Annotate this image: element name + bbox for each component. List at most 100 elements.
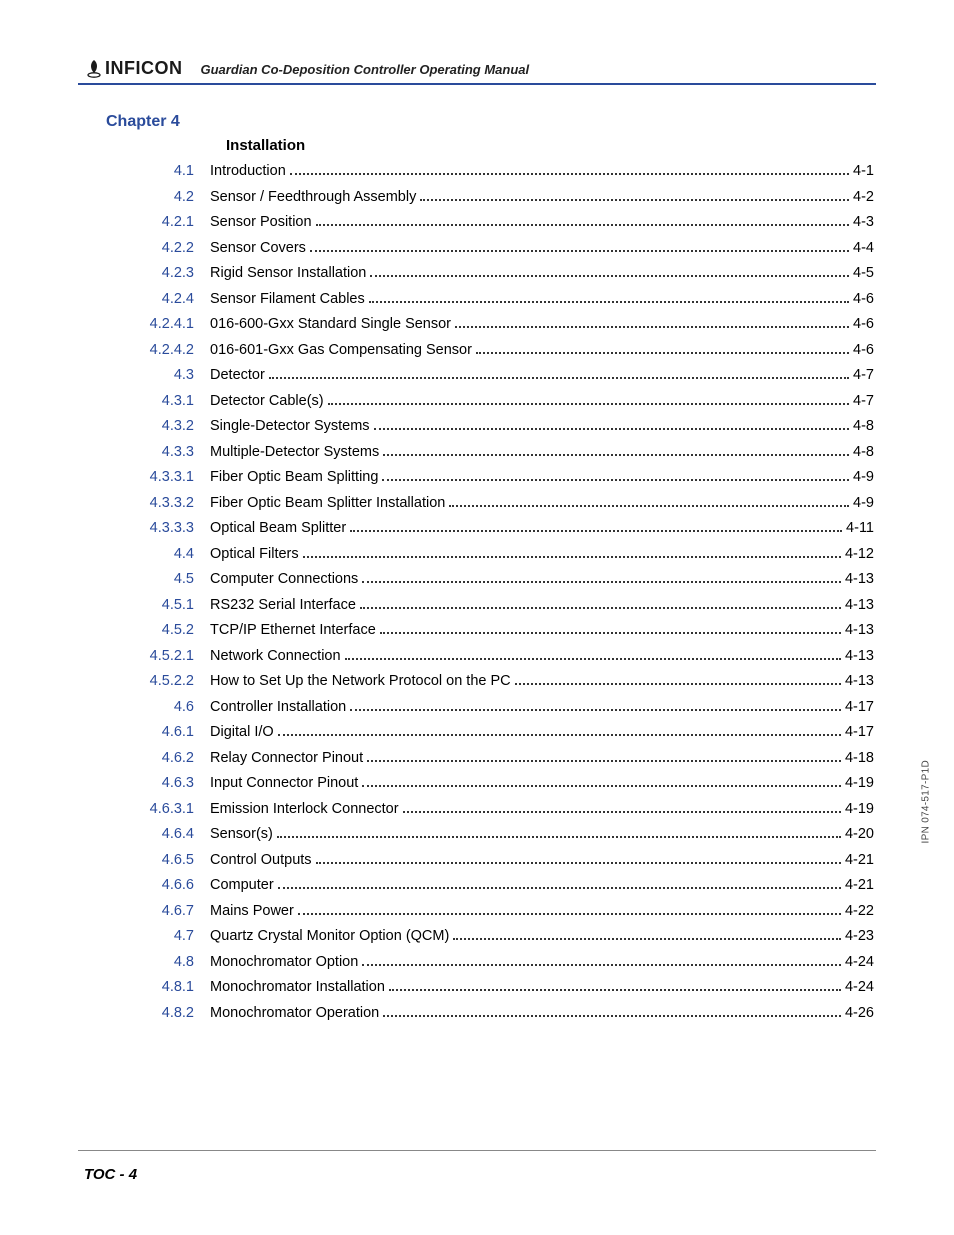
toc-leader-dots (370, 275, 849, 277)
toc-leader-dots (350, 709, 841, 711)
toc-entry[interactable]: 4.8.2Monochromator Operation 4-26 (106, 1006, 874, 1021)
toc-title: Optical Filters (210, 547, 299, 562)
toc-leader-dots (367, 760, 841, 762)
toc-entry[interactable]: 4.6.4Sensor(s)4-20 (106, 827, 874, 842)
toc-entry[interactable]: 4.3.3.1Fiber Optic Beam Splitting4-9 (106, 470, 874, 485)
toc-entry[interactable]: 4.6.3Input Connector Pinout4-19 (106, 776, 874, 791)
toc-page: 4-3 (853, 215, 874, 230)
toc-page: 4-13 (845, 623, 874, 638)
toc-leader-dots (453, 938, 841, 940)
toc-title: Detector (210, 368, 265, 383)
toc-leader-dots (316, 862, 841, 864)
toc-page: 4-26 (845, 1006, 874, 1021)
toc-page: 4-18 (845, 751, 874, 766)
toc-entry[interactable]: 4.3.2Single-Detector Systems4-8 (106, 419, 874, 434)
toc-leader-dots (328, 403, 849, 405)
toc-number: 4.4 (106, 547, 210, 562)
toc-number: 4.6.4 (106, 827, 210, 842)
toc-leader-dots (277, 836, 841, 838)
toc-title: Network Connection (210, 649, 341, 664)
toc-entry[interactable]: 4.7Quartz Crystal Monitor Option (QCM)4-… (106, 929, 874, 944)
toc-entry[interactable]: 4.5.2.2How to Set Up the Network Protoco… (106, 674, 874, 689)
toc-title: Mains Power (210, 904, 294, 919)
toc-page: 4-13 (845, 572, 874, 587)
toc-number: 4.6.5 (106, 853, 210, 868)
toc-entry[interactable]: 4.2.4Sensor Filament Cables4-6 (106, 292, 874, 307)
toc-number: 4.2.3 (106, 266, 210, 281)
toc-leader-dots (362, 581, 841, 583)
toc-title: Controller Installation (210, 700, 346, 715)
document-title: Guardian Co-Deposition Controller Operat… (201, 62, 530, 79)
toc-entry[interactable]: 4.2.3Rigid Sensor Installation4-5 (106, 266, 874, 281)
toc-entry[interactable]: 4.6.3.1Emission Interlock Connector4-19 (106, 802, 874, 817)
toc-entry[interactable]: 4.3Detector4-7 (106, 368, 874, 383)
toc-entry[interactable]: 4.6Controller Installation4-17 (106, 700, 874, 715)
toc-entry[interactable]: 4.2.1Sensor Position4-3 (106, 215, 874, 230)
toc-title: Digital I/O (210, 725, 274, 740)
toc-page: 4-7 (853, 394, 874, 409)
toc-leader-dots (383, 454, 849, 456)
header-rule (78, 83, 876, 85)
page-footer: TOC - 4 (84, 1166, 137, 1183)
toc-title: Monochromator Option (210, 955, 358, 970)
toc-leader-dots (278, 887, 841, 889)
content-area: Chapter 4 Installation 4.1Introduction4-… (106, 113, 874, 1020)
toc-entry[interactable]: 4.1Introduction4-1 (106, 164, 874, 179)
toc-entry[interactable]: 4.6.5Control Outputs4-21 (106, 853, 874, 868)
toc-entry[interactable]: 4.6.1Digital I/O4-17 (106, 725, 874, 740)
toc-title: Quartz Crystal Monitor Option (QCM) (210, 929, 449, 944)
toc-entry[interactable]: 4.6.2Relay Connector Pinout4-18 (106, 751, 874, 766)
toc-entry[interactable]: 4.2.4.1016-600-Gxx Standard Single Senso… (106, 317, 874, 332)
toc-page: 4-9 (853, 496, 874, 511)
toc-entry[interactable]: 4.3.3.3Optical Beam Splitter4-11 (106, 521, 874, 536)
logo-icon (86, 59, 102, 79)
toc-number: 4.8.2 (106, 1006, 210, 1021)
toc-list: 4.1Introduction4-1 4.2Sensor / Feedthroug… (106, 164, 874, 1020)
toc-entry[interactable]: 4.5.2.1Network Connection4-13 (106, 649, 874, 664)
toc-entry[interactable]: 4.2.4.2016-601-Gxx Gas Compensating Sens… (106, 343, 874, 358)
toc-number: 4.3.3 (106, 445, 210, 460)
toc-page: 4-21 (845, 878, 874, 893)
toc-number: 4.6.6 (106, 878, 210, 893)
toc-number: 4.7 (106, 929, 210, 944)
toc-number: 4.2.2 (106, 241, 210, 256)
toc-leader-dots (383, 1015, 841, 1017)
toc-page: 4-17 (845, 700, 874, 715)
page-header: INFICON Guardian Co-Deposition Controlle… (86, 58, 876, 79)
toc-leader-dots (515, 683, 841, 685)
toc-entry[interactable]: 4.5Computer Connections4-13 (106, 572, 874, 587)
toc-number: 4.8 (106, 955, 210, 970)
toc-leader-dots (420, 199, 849, 201)
toc-title: Computer Connections (210, 572, 358, 587)
toc-leader-dots (345, 658, 841, 660)
toc-entry[interactable]: 4.6.7Mains Power4-22 (106, 904, 874, 919)
toc-title: Relay Connector Pinout (210, 751, 363, 766)
toc-entry[interactable]: 4.3.1Detector Cable(s)4-7 (106, 394, 874, 409)
toc-leader-dots (403, 811, 841, 813)
toc-number: 4.3.3.3 (106, 521, 210, 536)
toc-leader-dots (389, 989, 841, 991)
toc-entry[interactable]: 4.6.6Computer4-21 (106, 878, 874, 893)
toc-number: 4.8.1 (106, 980, 210, 995)
toc-entry[interactable]: 4.8.1Monochromator Installation4-24 (106, 980, 874, 995)
toc-entry[interactable]: 4.2.2Sensor Covers4-4 (106, 241, 874, 256)
toc-entry[interactable]: 4.2Sensor / Feedthrough Assembly4-2 (106, 190, 874, 205)
toc-leader-dots (298, 913, 841, 915)
toc-page: 4-9 (853, 470, 874, 485)
toc-entry[interactable]: 4.3.3.2Fiber Optic Beam Splitter Install… (106, 496, 874, 511)
toc-entry[interactable]: 4.5.2TCP/IP Ethernet Interface4-13 (106, 623, 874, 638)
toc-title: 016-600-Gxx Standard Single Sensor (210, 317, 451, 332)
toc-page: 4-24 (845, 955, 874, 970)
toc-title: RS232 Serial Interface (210, 598, 356, 613)
toc-entry[interactable]: 4.3.3Multiple-Detector Systems4-8 (106, 445, 874, 460)
toc-entry[interactable]: 4.8Monochromator Option 4-24 (106, 955, 874, 970)
toc-title: Monochromator Operation (210, 1006, 379, 1021)
toc-page: 4-5 (853, 266, 874, 281)
toc-leader-dots (316, 224, 849, 226)
toc-page: 4-6 (853, 292, 874, 307)
toc-page: 4-6 (853, 343, 874, 358)
toc-page: 4-6 (853, 317, 874, 332)
toc-entry[interactable]: 4.5.1RS232 Serial Interface4-13 (106, 598, 874, 613)
toc-entry[interactable]: 4.4Optical Filters4-12 (106, 547, 874, 562)
toc-title: Multiple-Detector Systems (210, 445, 379, 460)
